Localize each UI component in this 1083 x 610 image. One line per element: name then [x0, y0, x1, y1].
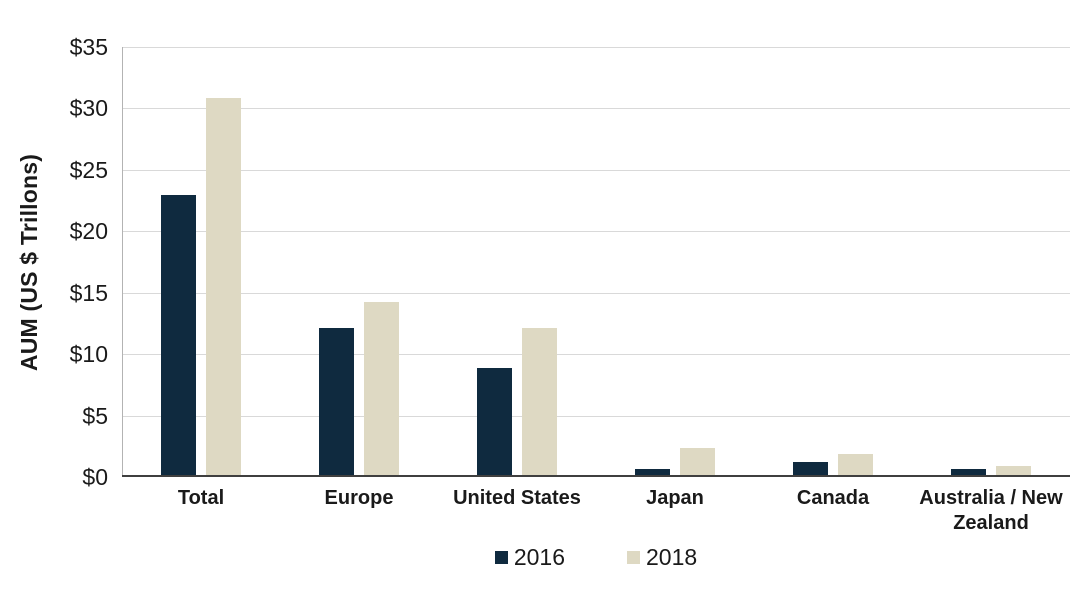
legend-item-2018: 2018 — [627, 544, 697, 571]
plot-area — [122, 47, 1070, 477]
gridline-35 — [122, 47, 1070, 48]
bar-2016-europe — [319, 327, 354, 475]
y-axis-title: AUM (US $ Trillons) — [16, 153, 43, 371]
bar-group-australia-new-zealand — [951, 466, 1031, 475]
bar-2018-canada — [838, 454, 873, 475]
y-tick-label-5: $5 — [82, 402, 108, 429]
y-tick-label-0: $0 — [82, 464, 108, 490]
bar-2018-japan — [680, 448, 715, 475]
y-tick-label-35: $35 — [69, 34, 108, 60]
gridline-10 — [122, 354, 1070, 356]
gridline-25 — [122, 169, 1070, 171]
legend: 2016 2018 — [122, 544, 1070, 571]
bar-group-europe — [319, 301, 399, 475]
x-axis-label-japan: Japan — [646, 487, 704, 509]
bar-2016-total — [161, 194, 196, 475]
gridline-30 — [122, 108, 1070, 110]
legend-item-2016: 2016 — [494, 544, 565, 571]
gridline-15 — [122, 292, 1070, 294]
x-axis-label-australia-new-zealand: Australia / New Zealand — [919, 487, 1063, 534]
bar-group-united-states — [477, 327, 557, 475]
bar-2016-australia-new-zealand — [951, 468, 986, 475]
bar-2018-australia-new-zealand — [996, 466, 1031, 475]
legend-label-2018: 2018 — [646, 544, 698, 570]
y-tick-label-20: $20 — [69, 218, 108, 245]
gridline-20 — [122, 231, 1070, 233]
legend-swatch-2018 — [627, 551, 640, 564]
y-tick-label-25: $25 — [69, 156, 108, 183]
bar-2016-japan — [635, 468, 670, 475]
x-axis-label-canada: Canada — [796, 487, 870, 509]
bar-group-japan — [635, 448, 715, 475]
x-axis-label-total: Total — [177, 487, 225, 509]
bar-2018-europe — [364, 301, 399, 475]
x-axis-line — [122, 475, 1070, 477]
x-axis-label-europe: Europe — [324, 487, 394, 509]
bar-2016-united-states — [477, 368, 512, 475]
legend-label-2016: 2016 — [513, 544, 565, 570]
legend-swatch-2016 — [494, 551, 508, 564]
y-tick-label-10: $10 — [69, 341, 108, 368]
bar-2018-total — [206, 97, 241, 475]
y-tick-label-30: $30 — [69, 95, 108, 122]
bar-2018-united-states — [522, 327, 557, 475]
bar-2016-canada — [793, 461, 828, 475]
bar-group-canada — [793, 454, 873, 475]
gridline-5 — [122, 415, 1070, 417]
y-tick-label-15: $15 — [69, 279, 108, 306]
x-axis-label-united-states: United States — [453, 487, 581, 509]
bar-group-total — [161, 97, 241, 475]
y-axis-line — [122, 47, 123, 477]
